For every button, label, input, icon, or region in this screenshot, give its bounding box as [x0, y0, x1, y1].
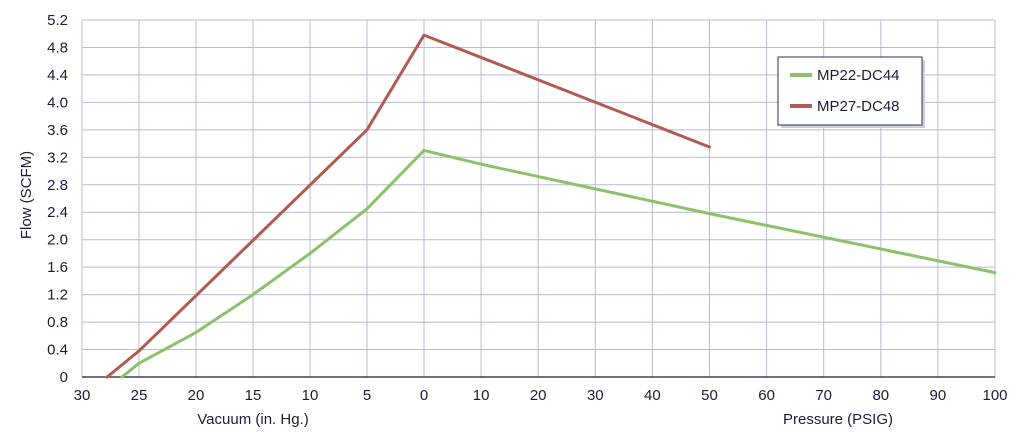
- y-tick-label: 5.2: [47, 12, 68, 29]
- y-tick-label: 4.0: [47, 94, 68, 111]
- x-tick-label-pressure: 70: [815, 387, 832, 404]
- y-tick-label: 4.8: [47, 39, 68, 56]
- series-line-mp27-dc48: [105, 33, 711, 379]
- legend: MP22-DC44 MP27-DC48: [777, 56, 925, 128]
- x-tick-label-pressure: 30: [587, 387, 604, 404]
- x-tick-label-pressure: 90: [930, 387, 947, 404]
- legend-label: MP22-DC44: [817, 67, 900, 84]
- y-tick-labels: 0 0.4 0.8 1.2 1.6 2.0 2.4 2.8 3.2 3.6 4.0 4.4 4.8 5.2: [47, 12, 68, 386]
- x-tick-label-vacuum: 30: [74, 387, 91, 404]
- x-tick-label-vacuum: 15: [245, 387, 262, 404]
- y-tick-label: 4.4: [47, 67, 68, 84]
- x-tick-label-vacuum: 10: [302, 387, 319, 404]
- x-tick-label-vacuum: 20: [188, 387, 205, 404]
- y-tick-label: 2.0: [47, 232, 68, 249]
- x-axis-label-vacuum: Vacuum (in. Hg.): [197, 411, 308, 428]
- x-tick-label-pressure: 50: [701, 387, 718, 404]
- x-axis-label-pressure: Pressure (PSIG): [783, 411, 893, 428]
- x-tick-label-pressure: 80: [872, 387, 889, 404]
- series-line-mp22-dc44: [120, 148, 997, 379]
- y-tick-label: 1.6: [47, 259, 68, 276]
- chart-series: [105, 33, 997, 379]
- x-tick-label-pressure: 10: [473, 387, 490, 404]
- y-tick-label: 1.2: [47, 287, 68, 304]
- y-tick-label: 0.8: [47, 314, 68, 331]
- x-tick-label-vacuum: 0: [420, 387, 428, 404]
- legend-box: [777, 56, 923, 126]
- y-tick-label: 2.8: [47, 177, 68, 194]
- y-tick-label: 0: [60, 369, 68, 386]
- x-tick-label-pressure: 100: [982, 387, 1007, 404]
- y-tick-label: 3.6: [47, 122, 68, 139]
- legend-label: MP27-DC48: [817, 98, 900, 115]
- x-tick-label-pressure: 20: [530, 387, 547, 404]
- x-tick-labels: 30 25 20 15 10 5 0 10 20 30 40 50 60 70 80 90 100: [74, 387, 1008, 404]
- x-tick-label-pressure: 40: [644, 387, 661, 404]
- y-tick-label: 3.2: [47, 149, 68, 166]
- x-tick-label-vacuum: 5: [363, 387, 371, 404]
- x-tick-label-pressure: 60: [758, 387, 775, 404]
- y-tick-label: 0.4: [47, 342, 68, 359]
- x-tick-label-vacuum: 25: [131, 387, 148, 404]
- y-tick-label: 2.4: [47, 204, 68, 221]
- y-axis-label: Flow (SCFM): [18, 151, 35, 239]
